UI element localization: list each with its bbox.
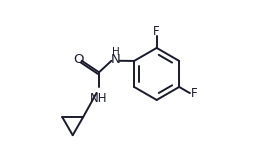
Text: F: F [191,87,198,100]
Text: NH: NH [90,92,108,105]
Text: N: N [111,53,120,66]
Text: H: H [112,47,119,57]
Text: O: O [74,53,84,66]
Text: F: F [153,25,160,39]
